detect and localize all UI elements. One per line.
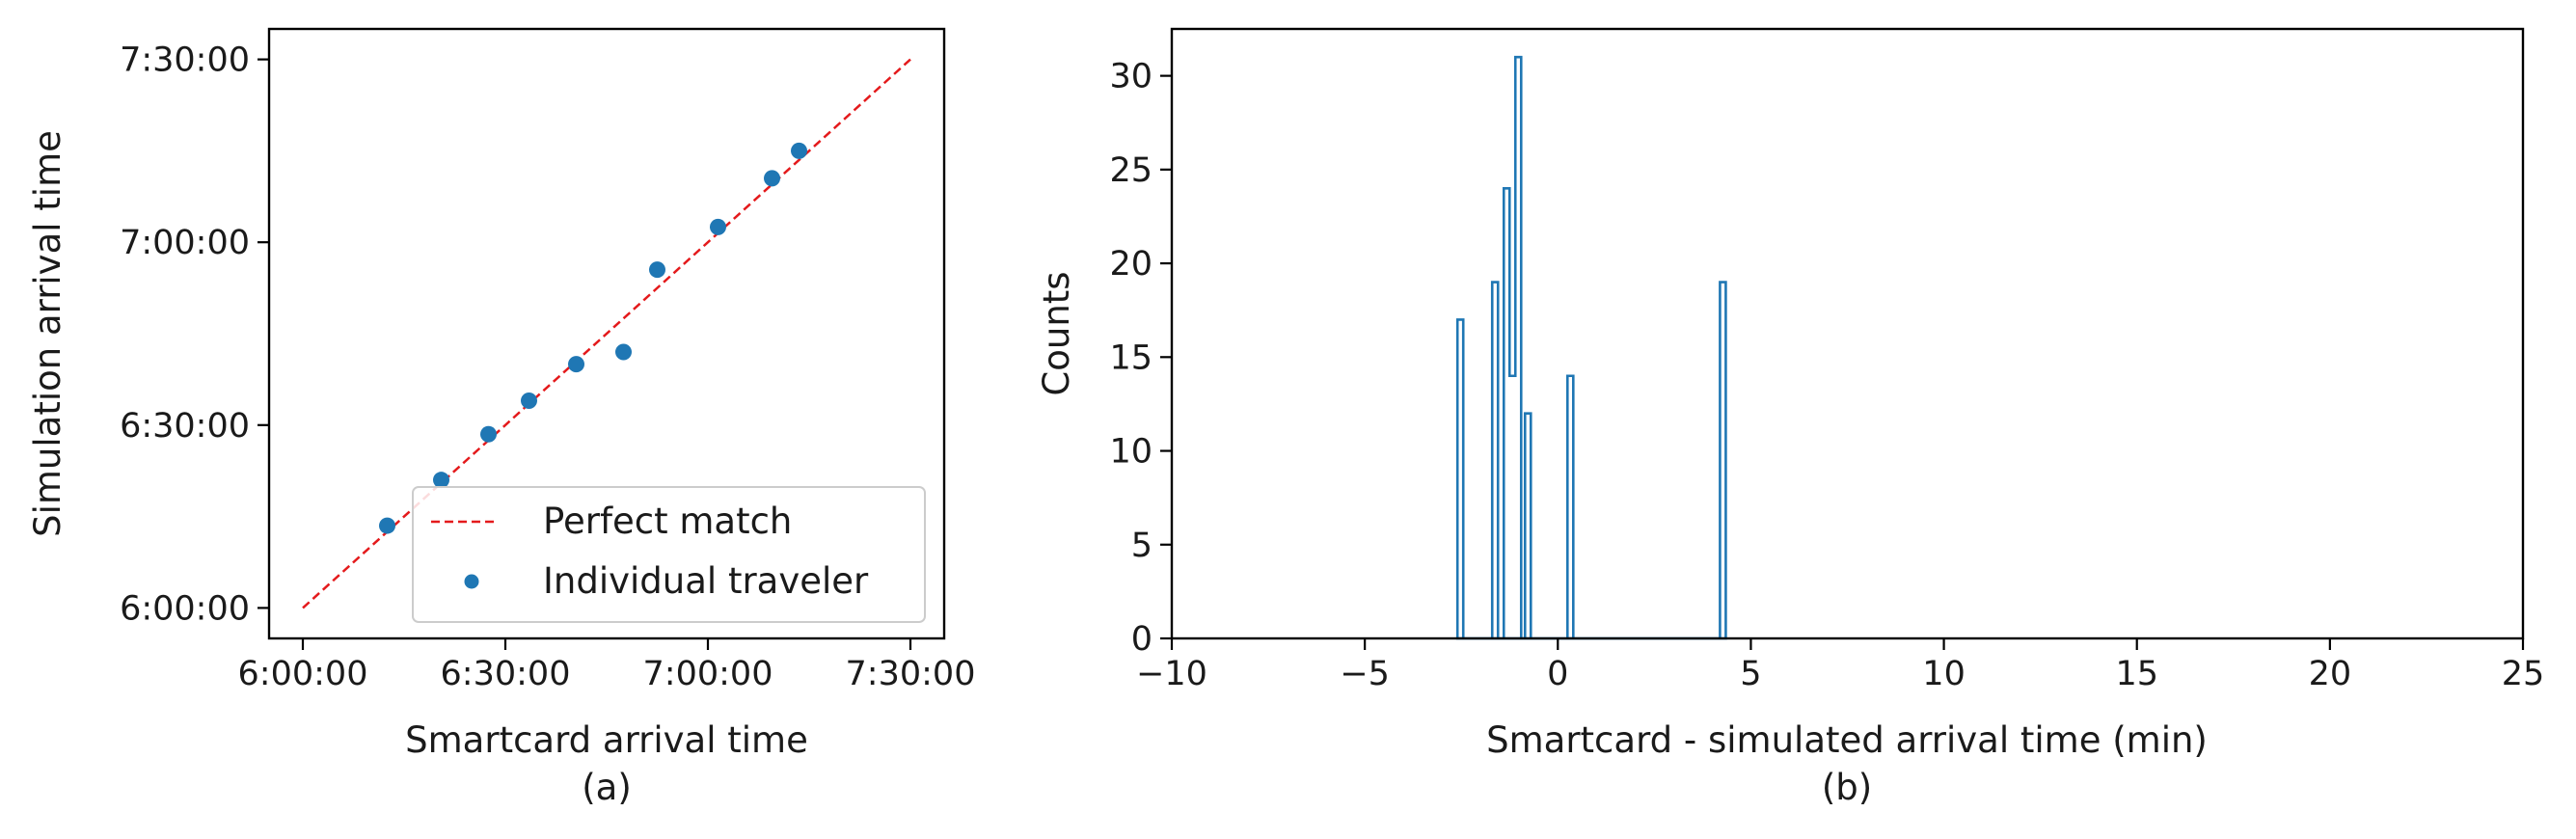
panel-b-y-tick-label: 30 bbox=[1109, 58, 1152, 96]
legend-marker-swatch bbox=[464, 574, 479, 589]
panel-a-x-tick-label: 7:30:00 bbox=[846, 655, 976, 693]
histogram-bin-4 bbox=[1509, 376, 1515, 638]
traveler-point-9 bbox=[764, 170, 780, 187]
panel-b-x-tick-label: 10 bbox=[1922, 655, 1966, 693]
traveler-point-2 bbox=[433, 472, 449, 489]
panel-b-y-tick-label: 15 bbox=[1109, 338, 1152, 377]
panel-b-x-tick-label: −5 bbox=[1340, 655, 1390, 693]
panel-b-x-tick-label: 20 bbox=[2309, 655, 2352, 693]
panel-b-x-tick-label: 5 bbox=[1740, 655, 1761, 693]
panel-b-y-axis-label: Counts bbox=[1036, 271, 1077, 395]
panel-b-x-axis-label: Smartcard - simulated arrival time (min) bbox=[1486, 719, 2208, 761]
histogram-bin-8 bbox=[1720, 283, 1725, 638]
panel-a-frame bbox=[267, 27, 946, 640]
panel-a-label: (a) bbox=[582, 767, 632, 808]
panel-a-legend: Perfect match Individual traveler bbox=[412, 486, 926, 623]
panel-b-y-tick-label: 10 bbox=[1109, 433, 1152, 472]
panel-b-label: (b) bbox=[1822, 767, 1872, 808]
histogram-bin-6 bbox=[1525, 414, 1531, 638]
panel-b-frame bbox=[1170, 27, 2525, 640]
panel-b-y-tick-label: 0 bbox=[1131, 620, 1152, 659]
panel-b-x-tick-label: 25 bbox=[2502, 655, 2545, 693]
traveler-point-10 bbox=[791, 142, 807, 159]
panel-a-x-tick-label: 6:00:00 bbox=[238, 655, 368, 693]
panel-a: 6:00:00 6:30:00 7:00:00 7:30:00 6:00:00 6:30:… bbox=[27, 27, 975, 808]
traveler-point-3 bbox=[480, 425, 497, 443]
panel-a-y-tick-label: 6:30:00 bbox=[120, 407, 250, 446]
traveler-point-4 bbox=[521, 392, 537, 410]
panel-a-x-tick-label: 7:00:00 bbox=[643, 655, 773, 693]
panel-a-y-axis-label: Simulation arrival time bbox=[27, 130, 68, 537]
panel-b: −10 −5 0 5 10 15 20 25 0 5 10 15 20 25 30 Smartcard - … bbox=[1036, 27, 2544, 808]
panel-a-y-tick-label: 6:00:00 bbox=[120, 589, 250, 628]
traveler-point-6 bbox=[615, 343, 632, 361]
panel-b-plot-area bbox=[1455, 55, 1727, 640]
panel-b-x-tick-label: 15 bbox=[2115, 655, 2158, 693]
panel-b-x-tick-label: −10 bbox=[1136, 655, 1207, 693]
panel-a-plot-area bbox=[302, 58, 911, 609]
traveler-point-5 bbox=[568, 356, 584, 373]
legend-label-individual-traveler: Individual traveler bbox=[543, 560, 869, 602]
panel-b-ticks: −10 −5 0 5 10 15 20 25 0 5 10 15 20 25 30 bbox=[1109, 58, 2544, 693]
traveler-point-1 bbox=[379, 517, 395, 534]
histogram-bin-3 bbox=[1504, 188, 1509, 638]
panel-a-y-tick-label: 7:30:00 bbox=[120, 41, 250, 80]
panel-a-x-tick-label: 6:30:00 bbox=[441, 655, 571, 693]
histogram-bin-1 bbox=[1457, 319, 1463, 638]
perfect-match-line bbox=[302, 58, 911, 609]
panel-b-y-tick-label: 20 bbox=[1109, 245, 1152, 284]
histogram-bin-2 bbox=[1492, 283, 1498, 638]
panel-b-y-tick-label: 5 bbox=[1131, 527, 1152, 565]
traveler-point-8 bbox=[710, 218, 726, 235]
legend-label-perfect-match: Perfect match bbox=[543, 501, 792, 542]
panel-a-y-tick-label: 7:00:00 bbox=[120, 224, 250, 262]
panel-a-x-axis-label: Smartcard arrival time bbox=[405, 719, 808, 761]
histogram-bin-5 bbox=[1515, 57, 1521, 638]
histogram-bin-7 bbox=[1567, 376, 1573, 638]
panel-a-ticks: 6:00:00 6:30:00 7:00:00 7:30:00 6:00:00 6:30:… bbox=[120, 41, 975, 693]
traveler-point-7 bbox=[649, 261, 665, 279]
panel-b-y-tick-label: 25 bbox=[1109, 151, 1152, 190]
legend-box bbox=[412, 486, 926, 623]
panel-b-x-tick-label: 0 bbox=[1547, 655, 1568, 693]
